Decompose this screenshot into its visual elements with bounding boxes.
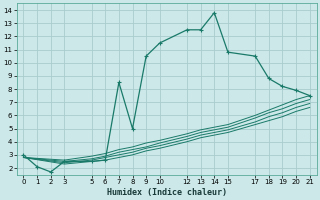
X-axis label: Humidex (Indice chaleur): Humidex (Indice chaleur) [107, 188, 227, 197]
